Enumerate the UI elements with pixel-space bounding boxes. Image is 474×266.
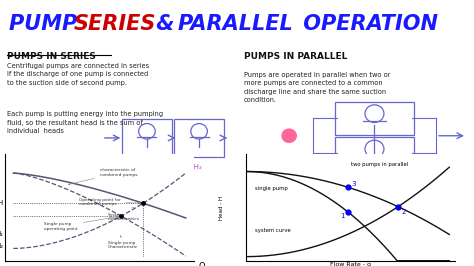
Text: 2: 2 (402, 209, 406, 215)
Text: PUMPS IN SERIES: PUMPS IN SERIES (7, 52, 96, 61)
Text: Single pump
operating point: Single pump operating point (45, 216, 118, 231)
Text: = ΔH₁ + ΔH₂: = ΔH₁ + ΔH₂ (118, 195, 175, 204)
Text: Head - H: Head - H (219, 196, 224, 219)
FancyBboxPatch shape (336, 137, 413, 170)
Text: PUMP: PUMP (9, 14, 85, 34)
Text: Centrifugal pumps are connected in series
If the discharge of one pump is connec: Centrifugal pumps are connected in serie… (7, 63, 149, 86)
FancyBboxPatch shape (336, 102, 413, 135)
Text: characteristic of
combined pumps: characteristic of combined pumps (68, 168, 137, 185)
Text: 1: 1 (340, 213, 345, 219)
X-axis label: Flow Rate - q: Flow Rate - q (330, 262, 371, 266)
Text: PUMPS IN PARALLEL: PUMPS IN PARALLEL (244, 52, 347, 61)
Circle shape (282, 129, 296, 142)
Text: H₂: H₂ (0, 243, 3, 249)
Text: system curve: system curve (255, 228, 291, 233)
Text: Operating point for
combined pumps: Operating point for combined pumps (79, 198, 140, 206)
Text: System
characteristics: System characteristics (108, 207, 140, 221)
FancyBboxPatch shape (174, 119, 224, 157)
Text: Each pump is putting energy into the pumping
fluid, so the resultant head is the: Each pump is putting energy into the pum… (7, 111, 163, 134)
Text: Resultant head: Resultant head (118, 177, 183, 186)
FancyBboxPatch shape (122, 119, 172, 157)
Text: two pumps in parallel: two pumps in parallel (351, 162, 408, 167)
Text: Pumps are operated in parallel when two or
more pumps are connected to a common
: Pumps are operated in parallel when two … (244, 72, 391, 103)
Text: Q: Q (198, 262, 205, 266)
Text: H₁: H₁ (0, 231, 3, 237)
Text: &: & (149, 14, 182, 34)
Text: ←ΔH₁→: ←ΔH₁→ (134, 157, 158, 163)
Text: SERIES: SERIES (73, 14, 156, 34)
Text: OPERATION: OPERATION (296, 14, 438, 34)
Text: ΔH₂: ΔH₂ (190, 164, 203, 170)
Text: H: H (0, 200, 3, 206)
Text: 3: 3 (352, 181, 356, 187)
Text: PARALLEL: PARALLEL (178, 14, 293, 34)
Text: single pump: single pump (255, 186, 288, 192)
Text: Single pump
Characteristic: Single pump Characteristic (108, 235, 138, 250)
